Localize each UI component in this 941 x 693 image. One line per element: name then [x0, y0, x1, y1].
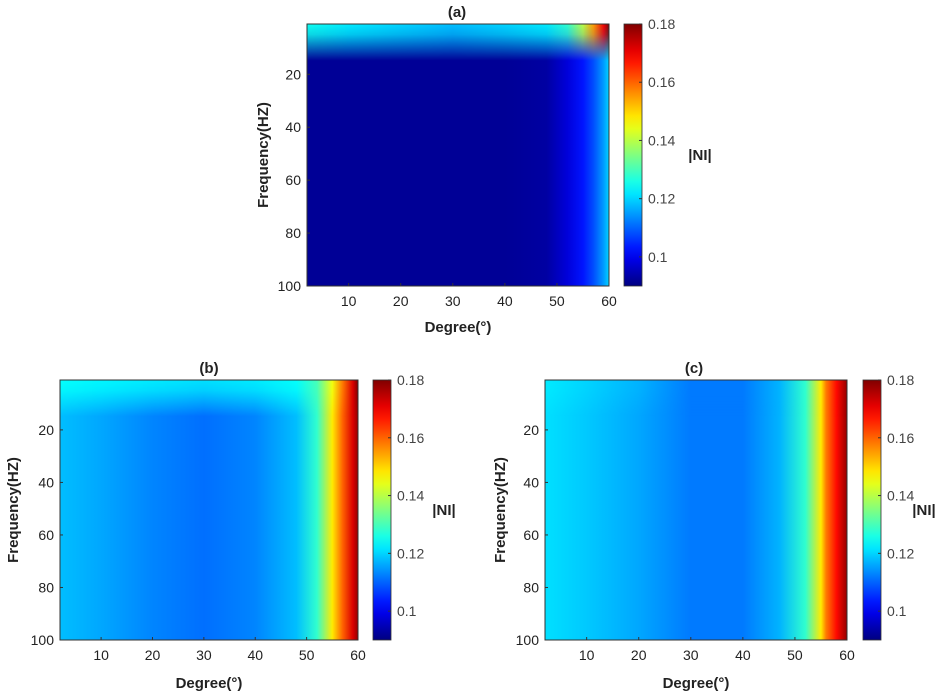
y-tick-label: 100 [278, 278, 302, 294]
plot-frame [306, 23, 610, 287]
x-tick-label: 40 [735, 647, 751, 663]
y-tick-label: 40 [285, 119, 301, 135]
y-tick-label: 20 [285, 66, 301, 82]
x-tick-label: 10 [93, 647, 109, 663]
heatmap-low-frequency-band [545, 380, 847, 640]
y-tick-label: 80 [38, 579, 54, 595]
colorbar-tick-label: 0.12 [648, 191, 675, 207]
colorbar-label: |NI| [432, 502, 455, 519]
x-tick-label: 60 [350, 647, 366, 663]
y-tick-label: 20 [523, 422, 539, 438]
y-tick-label: 60 [38, 527, 54, 543]
plot-frame [544, 379, 848, 641]
y-tick-label: 80 [523, 579, 539, 595]
x-tick-label: 20 [393, 293, 409, 309]
plot-frame [59, 379, 359, 641]
y-tick-label: 20 [38, 422, 54, 438]
y-tick-label: 100 [516, 632, 540, 648]
x-tick-label: 50 [299, 647, 315, 663]
colorbar-label: |NI| [688, 147, 711, 164]
x-tick-label: 40 [497, 293, 513, 309]
x-tick-label: 30 [683, 647, 699, 663]
x-tick-label: 10 [341, 293, 357, 309]
y-axis-label: Frequency(HZ) [5, 457, 22, 563]
y-tick-label: 60 [285, 172, 301, 188]
x-tick-label: 50 [787, 647, 803, 663]
y-axis-label: Frequency(HZ) [255, 102, 272, 208]
panel-title: (c) [685, 360, 703, 377]
x-axis-label: Degree(°) [176, 675, 243, 692]
colorbar-tick-label: 0.18 [887, 372, 914, 388]
x-tick-label: 50 [549, 293, 565, 309]
panel-a: (a) 10 20 30 40 50 60 20 40 60 80 100 Degree(°) Frequ… [255, 4, 712, 336]
colorbar-tick-label: 0.18 [648, 16, 675, 32]
panel-b: (b) 10 20 30 40 50 60 20 40 60 80 100 Degree(°) Frequ… [5, 360, 456, 692]
colorbar-label: |NI| [912, 502, 935, 519]
colorbar-tick-label: 0.14 [648, 132, 675, 148]
x-tick-label: 30 [445, 293, 461, 309]
colorbar-tick-label: 0.18 [397, 372, 424, 388]
x-tick-label: 10 [579, 647, 595, 663]
panel-c: (c) 10 20 30 40 50 60 20 40 60 80 100 Degree(°) Frequ… [492, 360, 936, 692]
heatmap-low-frequency-band [60, 380, 358, 640]
colorbar [623, 23, 643, 287]
y-tick-label: 40 [523, 474, 539, 490]
y-tick-label: 60 [523, 527, 539, 543]
panel-title: (b) [199, 360, 218, 377]
y-tick-label: 100 [31, 632, 55, 648]
x-axis-label: Degree(°) [425, 319, 492, 336]
x-tick-label: 60 [601, 293, 617, 309]
colorbar-tick-label: 0.16 [397, 430, 424, 446]
colorbar-tick-label: 0.14 [397, 488, 424, 504]
x-tick-label: 30 [196, 647, 212, 663]
colorbar-tick-label: 0.12 [887, 545, 914, 561]
colorbar-tick-label: 0.16 [887, 430, 914, 446]
x-tick-label: 60 [839, 647, 855, 663]
y-tick-label: 80 [285, 225, 301, 241]
panel-title: (a) [448, 4, 466, 21]
colorbar-tick-label: 0.14 [887, 488, 914, 504]
colorbar [372, 379, 392, 641]
colorbar-tick-label: 0.16 [648, 74, 675, 90]
y-axis-label: Frequency(HZ) [492, 457, 509, 563]
colorbar-tick-label: 0.1 [397, 603, 417, 619]
x-tick-label: 40 [247, 647, 263, 663]
x-axis-label: Degree(°) [663, 675, 730, 692]
heatmap-low-frequency-band [307, 24, 609, 286]
colorbar-tick-label: 0.1 [648, 249, 668, 265]
x-tick-label: 20 [631, 647, 647, 663]
colorbar-tick-label: 0.12 [397, 545, 424, 561]
colorbar-tick-label: 0.1 [887, 603, 907, 619]
x-tick-label: 20 [145, 647, 161, 663]
colorbar [862, 379, 882, 641]
y-tick-label: 40 [38, 474, 54, 490]
